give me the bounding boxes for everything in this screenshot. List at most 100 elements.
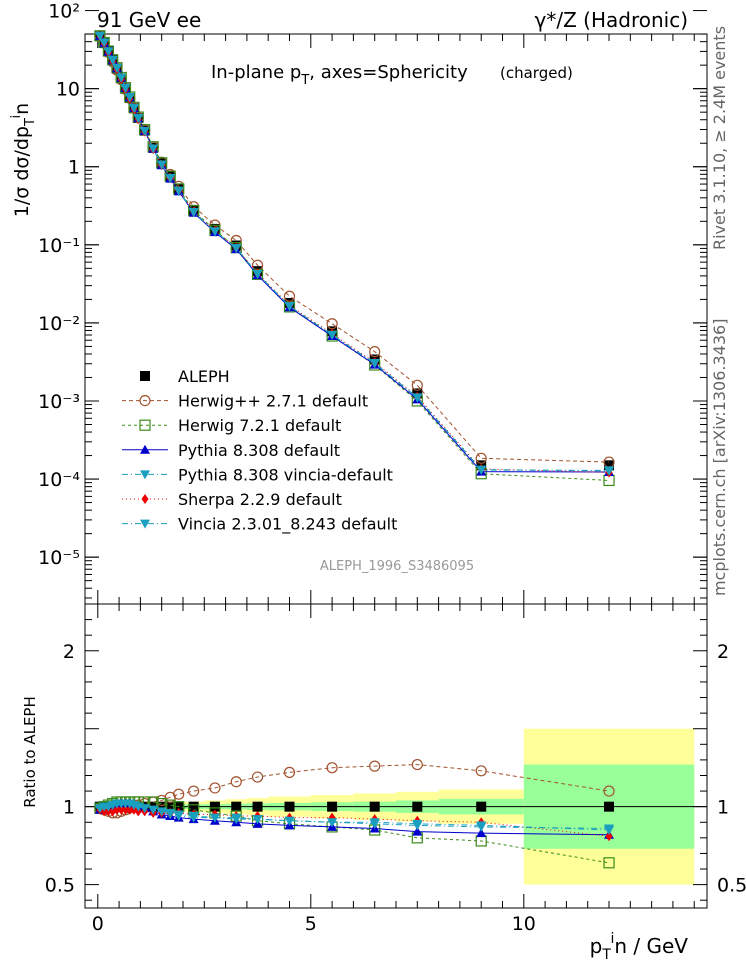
series-0 bbox=[94, 30, 615, 812]
legend-label: Vincia 2.3.01_8.243 default bbox=[178, 515, 397, 535]
y-tick-label: 1 bbox=[68, 157, 80, 179]
y-tick-label: 10² bbox=[48, 1, 80, 23]
data-point-main bbox=[116, 73, 127, 83]
series-6 bbox=[94, 31, 615, 836]
legend-entry: ALEPH bbox=[140, 367, 230, 386]
legend-marker bbox=[139, 419, 151, 431]
data-point-ratio bbox=[173, 788, 185, 800]
data-point-main bbox=[369, 359, 380, 369]
data-point-ratio bbox=[475, 765, 487, 777]
data-point-main bbox=[99, 38, 110, 48]
legend-marker bbox=[140, 470, 150, 480]
data-point-ratio-ref bbox=[188, 801, 199, 812]
x-tick-label: 0 bbox=[92, 913, 104, 935]
legend-label: ALEPH bbox=[178, 367, 230, 386]
chart-title-group: In-plane pT, axes=Sphericity (charged) bbox=[211, 62, 573, 88]
chart-title: In-plane pT, axes=Sphericity bbox=[211, 62, 468, 88]
data-point-ratio bbox=[230, 776, 242, 788]
data-point-main bbox=[475, 452, 487, 464]
series-5 bbox=[96, 31, 613, 842]
data-point-main bbox=[327, 330, 338, 340]
data-point-ratio bbox=[284, 816, 295, 826]
data-point-ratio bbox=[605, 831, 613, 842]
legend-entry: Herwig++ 2.7.1 default bbox=[122, 392, 368, 411]
data-point-ratio bbox=[369, 760, 381, 772]
data-point-ratio bbox=[209, 813, 220, 823]
legend-marker bbox=[139, 395, 151, 407]
legend-entry: Herwig 7.2.1 default bbox=[122, 416, 341, 435]
legend-marker bbox=[140, 371, 150, 381]
data-point-main bbox=[107, 56, 118, 66]
legend-label: Herwig 7.2.1 default bbox=[178, 416, 341, 435]
y-tick-label: 10⁻⁴ bbox=[38, 469, 80, 491]
ratio-y-tick-label-right: 1 bbox=[717, 797, 729, 819]
data-point-ratio-ref bbox=[369, 801, 380, 812]
data-point-ratio bbox=[117, 804, 125, 815]
data-point-main bbox=[139, 126, 150, 136]
y-tick-label: 10⁻⁵ bbox=[38, 547, 80, 569]
data-point-ratio bbox=[326, 762, 338, 774]
data-point-main bbox=[128, 103, 139, 113]
data-point-main bbox=[94, 31, 105, 41]
data-point-main bbox=[188, 208, 199, 218]
data-point-ratio bbox=[604, 826, 615, 836]
ratio-y-tick-label: 2 bbox=[63, 641, 75, 663]
chart-subtitle: (charged) bbox=[500, 64, 573, 82]
data-point-main bbox=[148, 144, 159, 154]
data-point-ratio bbox=[327, 818, 338, 828]
data-point-main bbox=[156, 160, 167, 170]
data-point-ratio-ref bbox=[604, 801, 615, 812]
ratio-y-tick-label-right: 0.5 bbox=[717, 875, 746, 897]
data-point-ratio-ref bbox=[156, 801, 167, 812]
ratio-y-tick-label: 0.5 bbox=[45, 875, 75, 897]
data-point-ratio-ref bbox=[252, 801, 263, 812]
data-point-ratio bbox=[252, 815, 263, 825]
data-point-ratio bbox=[188, 785, 200, 797]
data-point-ratio bbox=[165, 808, 176, 818]
data-point-main bbox=[369, 346, 381, 358]
svg-text:1/σ dσ/dpTin: 1/σ dσ/dpTin bbox=[9, 103, 38, 217]
data-point-ratio bbox=[173, 810, 184, 820]
legend-entry: Sherpa 2.2.9 default bbox=[122, 490, 342, 509]
series-line-main bbox=[99, 35, 610, 481]
data-point-main bbox=[231, 243, 242, 253]
legend-label: Sherpa 2.2.9 default bbox=[178, 490, 342, 509]
data-point-ratio-ref bbox=[412, 801, 423, 812]
series-3 bbox=[94, 31, 615, 839]
y-axis-label-main: 1/σ dσ/dpTin bbox=[9, 103, 38, 217]
data-point-ratio bbox=[126, 804, 134, 815]
data-point-ratio-ref bbox=[209, 801, 220, 812]
header-right: γ*/Z (Hadronic) bbox=[535, 8, 688, 32]
data-point-main bbox=[165, 173, 176, 183]
legend-entry: Pythia 8.308 default bbox=[122, 441, 340, 460]
data-point-ratio bbox=[603, 785, 615, 797]
analysis-tag: ALEPH_1996_S3486095 bbox=[320, 559, 474, 574]
svg-text:pTin / GeV: pTin / GeV bbox=[590, 931, 689, 963]
data-point-ratio bbox=[113, 804, 121, 815]
legend-label: Pythia 8.308 default bbox=[178, 441, 340, 460]
data-point-ratio bbox=[139, 804, 150, 814]
data-point-ratio bbox=[231, 813, 242, 823]
legend-marker bbox=[140, 444, 150, 454]
header-left: 91 GeV ee bbox=[97, 8, 201, 32]
data-point-ratio-ref bbox=[476, 801, 487, 812]
data-point-ratio bbox=[411, 758, 423, 771]
data-point-main bbox=[326, 318, 338, 330]
series-layer bbox=[94, 30, 615, 869]
data-point-main bbox=[411, 379, 423, 391]
data-point-main bbox=[604, 460, 615, 471]
series-4 bbox=[94, 32, 615, 834]
legend-entry: Vincia 2.3.01_8.243 default bbox=[122, 515, 397, 535]
data-point-main bbox=[412, 393, 423, 403]
y-axis-label-ratio: Ratio to ALEPH bbox=[21, 696, 39, 808]
data-point-ratio bbox=[209, 782, 221, 794]
data-point-ratio bbox=[369, 818, 380, 828]
y-tick-label: 10⁻¹ bbox=[38, 235, 80, 257]
data-point-ratio bbox=[412, 819, 423, 829]
data-point-ratio bbox=[188, 812, 199, 822]
series-1 bbox=[94, 30, 615, 819]
data-point-ratio-ref bbox=[231, 801, 242, 812]
ratio-y-tick-label: 1 bbox=[63, 797, 75, 819]
legend: ALEPH Herwig++ 2.7.1 default Herwig 7.2.1 … bbox=[122, 367, 397, 535]
